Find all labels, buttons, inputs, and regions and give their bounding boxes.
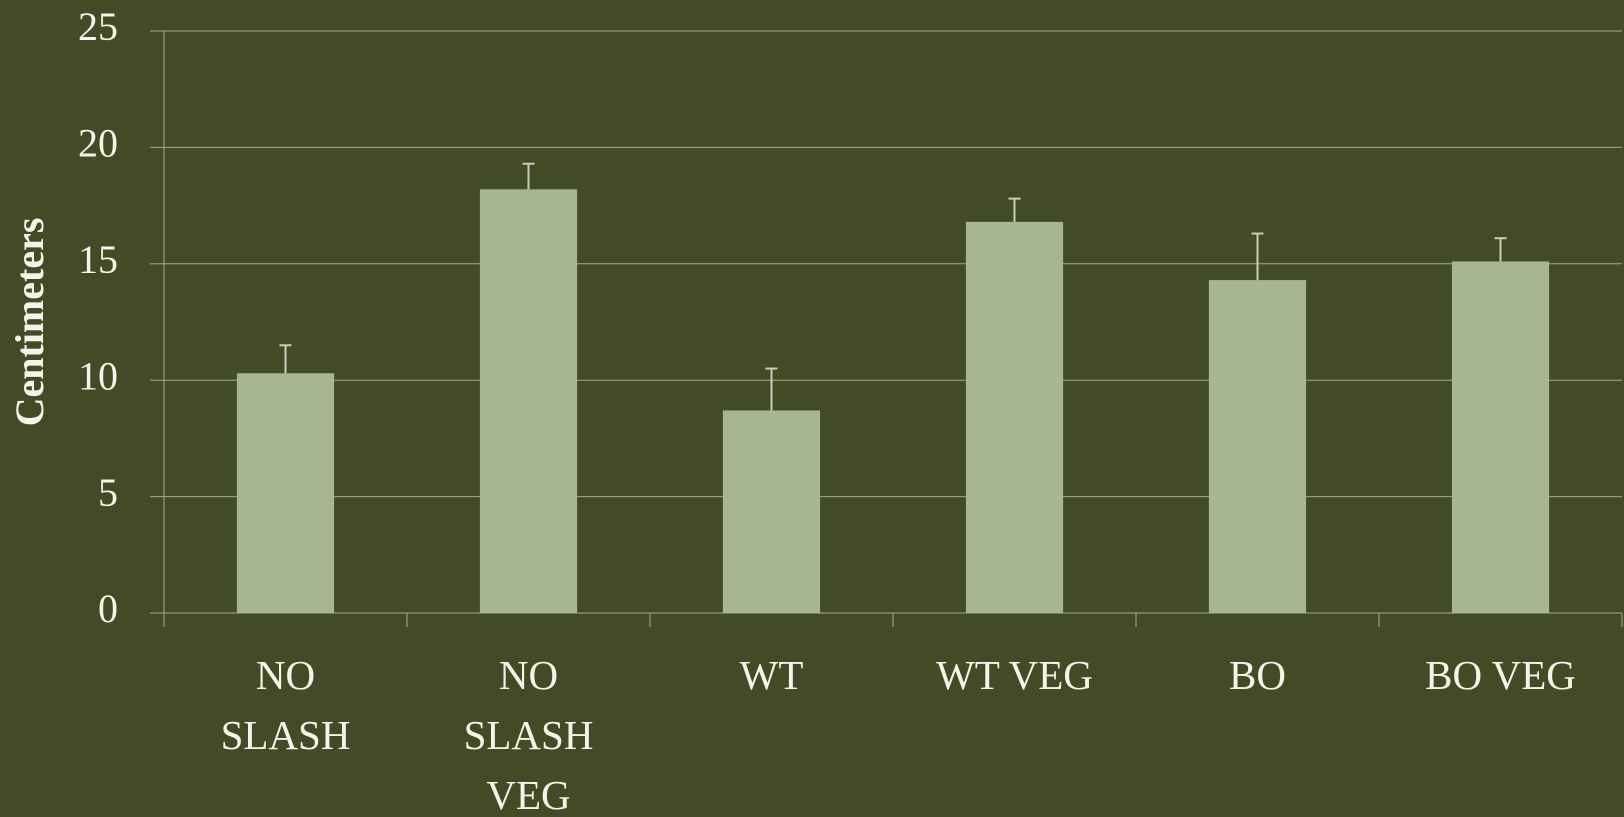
y-axis-title: Centimeters [7, 218, 52, 427]
bar [1451, 261, 1550, 613]
y-tick-label: 10 [78, 353, 118, 398]
x-tick-label: WT [739, 652, 804, 698]
x-tick-label: NO SLASH [220, 652, 351, 758]
bar [722, 410, 821, 613]
y-tick-label: 15 [78, 237, 118, 282]
bar [1208, 280, 1307, 613]
x-tick-label: NO SLASH VEG [463, 652, 594, 817]
y-tick-label: 20 [78, 121, 118, 166]
bar [479, 189, 578, 613]
bar [236, 373, 335, 613]
x-tick-label: BO VEG [1425, 652, 1576, 698]
bar [965, 221, 1064, 613]
x-tick-label: WT VEG [936, 652, 1093, 698]
x-tick-label: BO [1229, 652, 1286, 698]
y-tick-label: 0 [98, 586, 118, 631]
y-tick-label: 5 [98, 470, 118, 515]
y-tick-label: 25 [78, 4, 118, 49]
